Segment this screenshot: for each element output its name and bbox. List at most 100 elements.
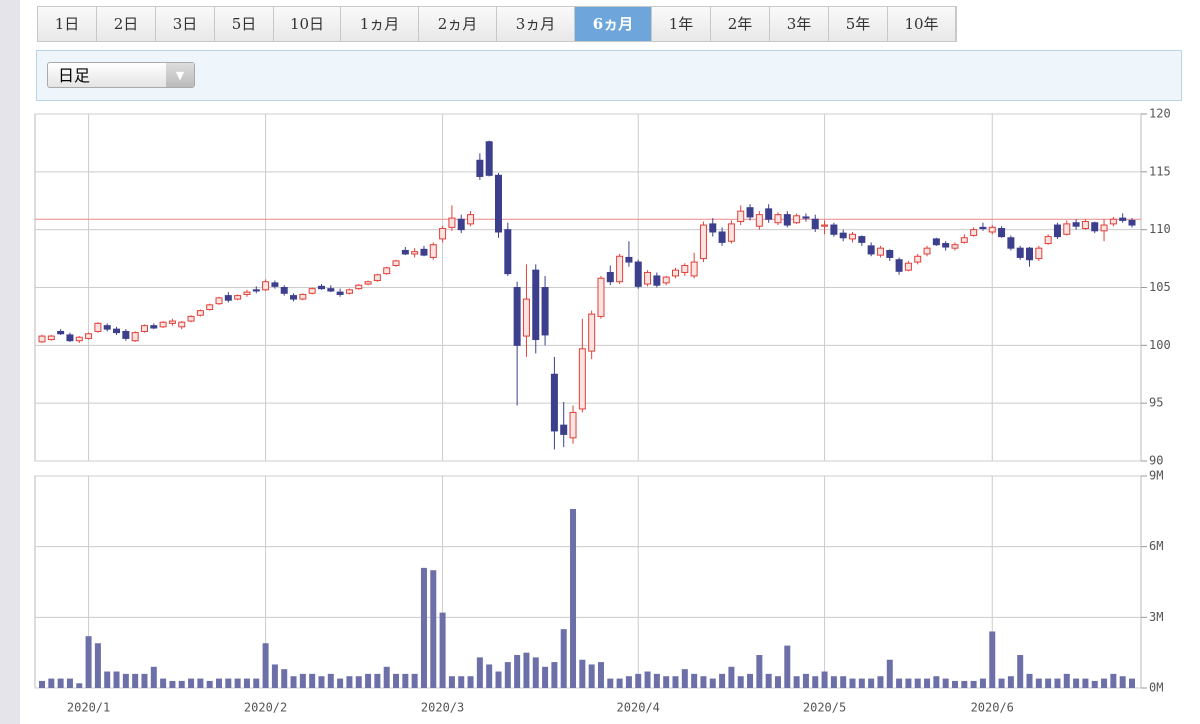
candle-body [895, 259, 903, 272]
candle-body [392, 260, 400, 267]
candle-body [75, 336, 83, 342]
volume-bar [1119, 676, 1126, 688]
candle-body [206, 304, 214, 310]
candle-body [839, 232, 847, 239]
candle-body [960, 237, 968, 243]
candle-body [644, 271, 652, 285]
candle-body [774, 214, 782, 224]
candle-body [830, 224, 838, 235]
volume-bar [253, 678, 260, 688]
volume-bar [1026, 673, 1033, 688]
volume-bar [868, 678, 875, 688]
volume-bar [644, 671, 651, 688]
range-tab[interactable]: 10日 [274, 7, 341, 41]
select-label: 日足 [58, 66, 91, 85]
volume-bar [858, 678, 865, 688]
range-tab[interactable]: 1ヵ月 [341, 7, 419, 41]
candle-body [364, 281, 372, 285]
range-tab[interactable]: 1年 [652, 7, 711, 41]
volume-bar [886, 659, 893, 688]
range-tab[interactable]: 5日 [215, 7, 274, 41]
select-arrow[interactable]: ▼ [166, 63, 194, 87]
candle-body [979, 226, 987, 230]
range-tab[interactable]: 1日 [38, 7, 97, 41]
range-tab[interactable]: 2ヵ月 [419, 7, 497, 41]
volume-bar [1101, 678, 1108, 688]
volume-bar [821, 671, 828, 688]
volume-bar [160, 678, 167, 688]
volume-bar [691, 673, 698, 688]
volume-bar [532, 657, 539, 688]
range-tab[interactable]: 3日 [156, 7, 215, 41]
volume-bar [178, 680, 185, 688]
range-tab[interactable]: 3ヵ月 [497, 7, 575, 41]
volume-bar [141, 673, 148, 688]
volume-bar [1007, 676, 1014, 688]
volume-bar [299, 673, 306, 688]
volume-bar [719, 673, 726, 688]
volume-bar [588, 664, 595, 688]
volume-bar [830, 676, 837, 688]
range-tab[interactable]: 5年 [829, 7, 888, 41]
range-tab[interactable]: 2年 [711, 7, 770, 41]
volume-bar [318, 676, 325, 688]
candle-body [122, 330, 130, 339]
candle-body [1044, 236, 1052, 245]
volume-bar [728, 666, 735, 688]
candle-body [588, 313, 596, 352]
candle-body [578, 348, 586, 410]
range-tab[interactable]: 10年 [888, 7, 956, 41]
candle-body [187, 315, 195, 322]
volume-bar [104, 671, 111, 688]
candle-body [988, 226, 996, 233]
candle-body [709, 223, 717, 233]
volume-bar [132, 673, 139, 688]
volume-bar [206, 680, 213, 688]
volume-bar [467, 676, 474, 688]
volume-bar [94, 643, 101, 688]
candle-body [215, 297, 223, 305]
candle-body [923, 247, 931, 255]
range-tab[interactable]: 3年 [770, 7, 829, 41]
candle-body [373, 274, 381, 282]
volume-bar [85, 636, 92, 688]
candle-body [550, 373, 558, 432]
y-tick-label: 90 [1149, 454, 1163, 468]
candle-body [485, 141, 493, 176]
volume-bar [747, 673, 754, 688]
candle-body [541, 287, 549, 336]
volume-bar [514, 655, 521, 688]
candle-body [1053, 224, 1061, 238]
candle-body [327, 288, 335, 292]
candle-body [345, 289, 353, 294]
range-tab[interactable]: 2日 [97, 7, 156, 41]
volume-bar [1082, 678, 1089, 688]
volume-bar [737, 676, 744, 688]
volume-bar [383, 666, 390, 688]
candle-body [262, 281, 270, 291]
volume-bar [122, 673, 129, 688]
volume-bar [1073, 678, 1080, 688]
volume-bar [66, 678, 73, 688]
volume-bar [337, 678, 344, 688]
candle-body [942, 243, 950, 248]
candle-body [57, 330, 65, 335]
candle-body [532, 269, 540, 341]
volume-bar [1017, 655, 1024, 688]
candle-body [411, 251, 419, 255]
volume-bar [393, 673, 400, 688]
candle-body [1007, 237, 1015, 249]
range-tab[interactable]: 6ヵ月 [575, 7, 652, 41]
volume-bar [271, 664, 278, 688]
candle-body [998, 228, 1006, 238]
candle-body [336, 291, 344, 295]
candle-body [765, 208, 773, 220]
candle-body [47, 335, 55, 341]
candle-body [970, 229, 978, 236]
interval-select[interactable]: 日足 ▼ [47, 62, 195, 88]
control-panel: 日足 ▼ [36, 50, 1182, 101]
candle-body [159, 321, 167, 328]
candle-body [429, 244, 437, 258]
volume-bar [924, 678, 931, 688]
candle-body [569, 411, 577, 439]
